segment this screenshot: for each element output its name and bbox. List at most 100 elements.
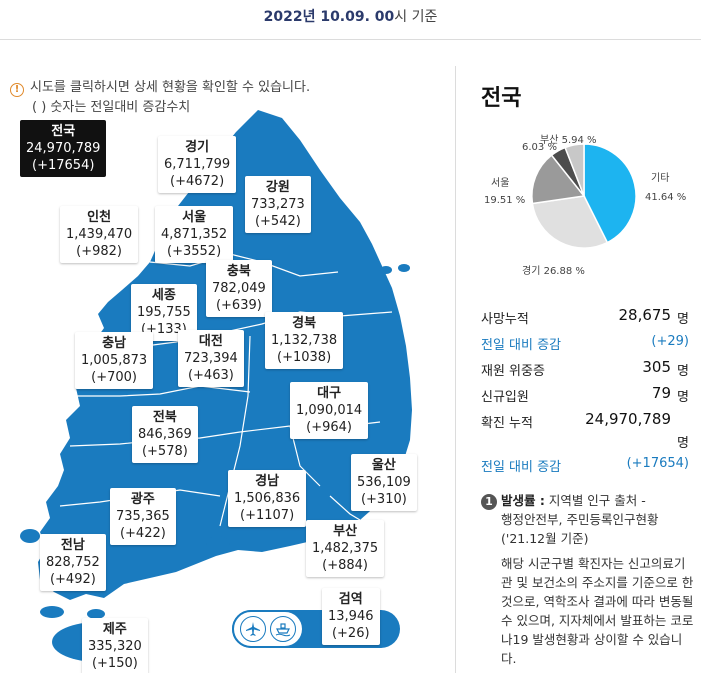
region-gyeonggi[interactable]: 경기 6,711,799 (+4672) [158, 136, 237, 193]
note-number-badge: 1 [481, 494, 497, 510]
island-shape [206, 536, 230, 552]
region-delta: (+982) [76, 244, 123, 259]
notice-subtext: ( ) 숫자는 전일대비 증감수치 [32, 100, 191, 115]
region-busan[interactable]: 부산 1,482,375 (+884) [306, 520, 385, 577]
region-quarantine[interactable]: 검역 13,946 (+26) [322, 588, 380, 645]
stat-value: (+29) [651, 334, 689, 349]
pie-label-etc-pct: 41.64 % [645, 192, 687, 203]
region-name: 서울 [182, 210, 207, 225]
reference-date-suffix: 시 기준 [394, 9, 438, 25]
region-name: 경기 [185, 140, 210, 155]
region-incheon[interactable]: 인천 1,439,470 (+982) [60, 206, 139, 263]
stat-unit: 명 [677, 390, 689, 405]
region-jeonnam[interactable]: 전남 828,752 (+492) [40, 534, 106, 591]
region-name: 강원 [265, 180, 290, 195]
region-name: 검역 [338, 592, 363, 607]
stat-severe: 재원 위중증 305 명 [481, 356, 689, 382]
reference-date: 2022년 10.09. 00시 기준 [0, 6, 701, 26]
region-delta: (+17654) [32, 158, 95, 173]
region-count: 1,439,470 [66, 227, 133, 242]
notice-text: 시도를 클릭하시면 상세 현황을 확인할 수 있습니다. [30, 80, 311, 95]
region-gyeongbuk[interactable]: 경북 1,132,738 (+1038) [265, 312, 344, 369]
region-name: 충북 [226, 264, 251, 279]
region-name: 전북 [152, 410, 177, 425]
region-count: 1,090,014 [296, 403, 363, 418]
region-name: 전국 [51, 124, 76, 139]
region-delta: (+1038) [277, 350, 332, 365]
region-ulsan[interactable]: 울산 536,109 (+310) [351, 454, 417, 511]
region-count: 536,109 [357, 475, 411, 490]
stat-unit: 명 [677, 364, 689, 379]
region-count: 24,970,789 [26, 141, 101, 156]
stat-value: (+17654) [626, 456, 689, 471]
region-chungbuk[interactable]: 충북 782,049 (+639) [206, 260, 272, 317]
region-delta: (+542) [254, 214, 301, 229]
ship-icon[interactable] [270, 616, 296, 642]
region-count: 735,365 [116, 509, 170, 524]
region-delta: (+310) [360, 492, 407, 507]
national-title: 전국 [481, 86, 522, 111]
region-name: 부산 [333, 524, 358, 539]
stat-value: 305 [642, 358, 671, 376]
region-jeonbuk[interactable]: 전북 846,369 (+578) [132, 406, 198, 463]
region-count: 723,394 [184, 351, 238, 366]
stat-confirmed: 확진 누적 24,970,789 명 [481, 408, 689, 452]
reference-date-value: 2022년 10.09. 00 [263, 9, 395, 25]
pie-label-busan: 부산 5.94 % [540, 135, 597, 146]
stat-confirmed-delta: 전일 대비 증감 (+17654) [481, 452, 689, 478]
island-shape [380, 266, 392, 274]
national-stats: 사망누적 28,675 명 전일 대비 증감 (+29) 재원 위중증 305 … [481, 304, 689, 478]
note-source-date: ('21.12월 기준) [501, 531, 589, 546]
stat-value: 24,970,789 [585, 410, 671, 428]
region-chungnam[interactable]: 충남 1,005,873 (+700) [75, 332, 154, 389]
region-name: 대구 [317, 386, 342, 401]
region-name: 전남 [60, 538, 85, 553]
stat-label: 사망누적 [481, 312, 529, 327]
island-shape [40, 606, 64, 618]
region-delta: (+700) [91, 370, 138, 385]
region-daejeon[interactable]: 대전 723,394 (+463) [178, 330, 244, 387]
region-gangwon[interactable]: 강원 733,273 (+542) [245, 176, 311, 233]
pie-slice-gyeonggi [531, 195, 609, 249]
stat-label: 전일 대비 증감 [481, 338, 562, 353]
region-name: 경북 [292, 316, 317, 331]
region-gyeongnam[interactable]: 경남 1,506,836 (+1107) [228, 470, 307, 527]
region-seoul[interactable]: 서울 4,871,352 (+3552) [155, 206, 234, 263]
region-delta: (+422) [119, 526, 166, 541]
panel-divider [455, 66, 456, 673]
pie-label-gyeonggi: 경기 26.88 % [522, 266, 585, 277]
pie-slice-etc [583, 143, 637, 244]
region-delta: (+578) [141, 444, 188, 459]
island-shape [20, 529, 40, 543]
note-head-rest: 지역별 인구 출처 - [544, 493, 646, 508]
pie-label-other-small: 6.03 % [522, 142, 557, 153]
region-share-pie-chart [531, 143, 637, 249]
region-delta: (+639) [215, 298, 262, 313]
region-delta: (+1107) [240, 508, 295, 523]
region-jeju[interactable]: 제주 335,320 (+150) [82, 618, 148, 673]
note-source-line: 행정안전부, 주민등록인구현황 [501, 512, 659, 527]
region-delta: (+4672) [170, 174, 225, 189]
quarantine-transport-icons[interactable] [232, 610, 304, 648]
airplane-icon[interactable] [240, 616, 266, 642]
region-name: 울산 [371, 458, 396, 473]
info-icon: ! [10, 83, 24, 97]
region-count: 846,369 [138, 427, 192, 442]
stat-label: 확진 누적 [481, 416, 533, 431]
region-daegu[interactable]: 대구 1,090,014 (+964) [290, 382, 369, 439]
region-count: 1,132,738 [271, 333, 338, 348]
region-count: 1,482,375 [312, 541, 379, 556]
region-name: 인천 [87, 210, 112, 225]
region-delta: (+964) [306, 420, 353, 435]
region-total[interactable]: 전국 24,970,789 (+17654) [20, 120, 107, 177]
region-count: 195,755 [137, 305, 191, 320]
note-body: 해당 시군구별 확진자는 신고의료기관 및 보건소의 주소지를 기준으로 한 것… [501, 556, 694, 666]
region-delta: (+463) [187, 368, 234, 383]
region-count: 1,005,873 [81, 353, 148, 368]
region-gwangju[interactable]: 광주 735,365 (+422) [110, 488, 176, 545]
region-count: 782,049 [212, 281, 266, 296]
region-name: 대전 [198, 334, 223, 349]
island-shape [398, 264, 410, 272]
national-panel: 전국 부산 5.94 % 6.03 % 서울 19.51 % 기타 41.64 … [456, 66, 701, 673]
region-count: 6,711,799 [164, 157, 231, 172]
